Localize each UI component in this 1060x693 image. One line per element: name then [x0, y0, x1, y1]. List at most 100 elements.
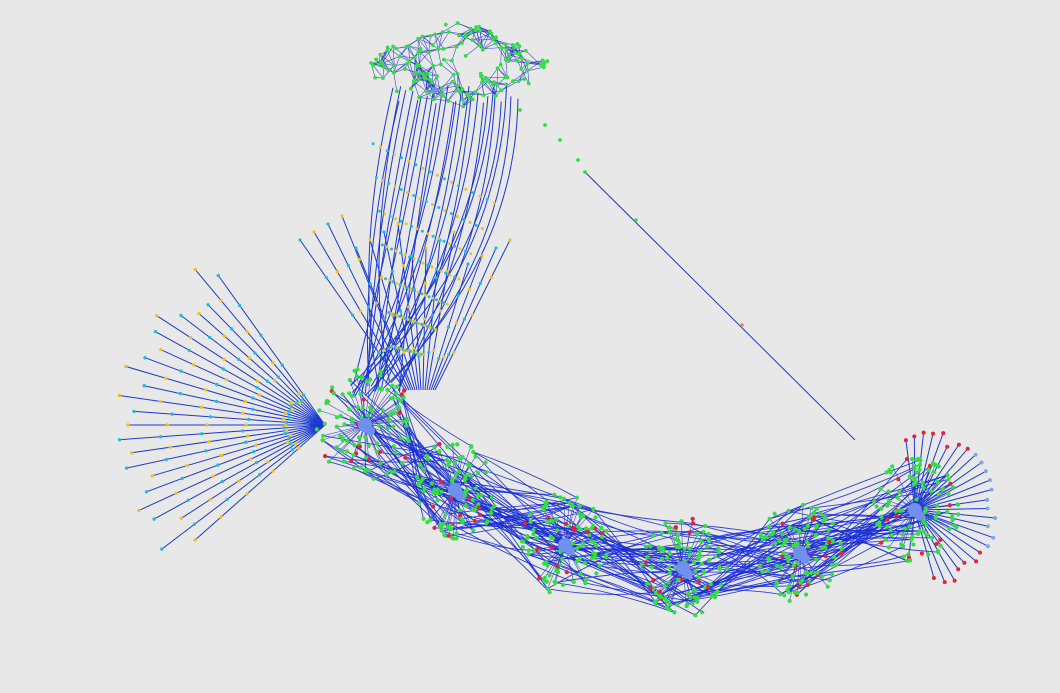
mesh-edge	[419, 65, 431, 80]
left-fan-node	[236, 357, 241, 361]
right-fan-edge	[914, 462, 982, 511]
left-fan-node	[219, 515, 223, 519]
mesh-node	[474, 25, 478, 30]
mesh-edge	[512, 70, 528, 82]
upper-fan-node	[489, 275, 493, 280]
upper-bundle-node	[392, 313, 396, 316]
mesh-node	[415, 63, 420, 68]
mesh-node	[374, 57, 378, 62]
hub-edge	[427, 489, 456, 523]
mesh-edge	[472, 39, 493, 41]
left-fan-node	[287, 415, 291, 419]
cluster-node	[591, 551, 596, 556]
cluster-node	[394, 384, 399, 389]
cluster-node	[895, 495, 900, 500]
bundle-edge	[450, 505, 573, 530]
mesh-edge	[457, 73, 461, 92]
left-fan-node	[241, 411, 245, 415]
bundle-edge	[447, 464, 579, 528]
cluster-node	[771, 529, 776, 535]
mesh-node	[516, 79, 521, 83]
upper-bundle-node	[426, 263, 429, 267]
cluster-node	[531, 532, 536, 537]
mesh-edge	[437, 31, 450, 50]
cluster-node	[526, 552, 531, 557]
mesh-edge	[526, 60, 543, 72]
hub-edge	[328, 424, 366, 462]
upper-bundle-node	[415, 227, 419, 231]
cluster-node	[473, 454, 478, 459]
right-fan-edge	[914, 509, 946, 583]
cluster-node	[394, 391, 399, 396]
mesh-edge	[423, 65, 434, 77]
hub-edge	[799, 517, 826, 554]
cluster-node	[923, 522, 929, 527]
upper-fan-node	[402, 350, 406, 355]
mesh-node	[408, 86, 413, 91]
right-fan-node	[942, 580, 947, 585]
cluster-node	[938, 543, 943, 549]
cluster-node	[471, 528, 476, 533]
cluster-node	[489, 495, 494, 500]
cluster-node	[725, 566, 730, 571]
upper-bundle-node	[431, 296, 435, 300]
cluster-node	[425, 457, 430, 462]
bundle-edge	[792, 560, 908, 578]
cluster-node	[363, 434, 368, 439]
mesh-node	[413, 56, 417, 60]
hub-edge	[453, 489, 456, 539]
mesh-edge	[438, 46, 457, 50]
cluster-node	[414, 474, 419, 479]
mesh-node	[512, 45, 517, 50]
mesh-node	[369, 61, 373, 65]
mesh-node	[519, 56, 524, 60]
cluster-node	[477, 512, 483, 518]
right-fan-node	[945, 444, 950, 449]
cluster-node	[675, 602, 680, 608]
mesh-edge	[413, 81, 427, 92]
mesh-edge	[457, 22, 471, 30]
cluster-node	[708, 582, 714, 587]
upper-bundle-node	[431, 234, 435, 238]
mesh-edge	[399, 46, 407, 57]
mesh-edge	[387, 47, 400, 57]
cluster-node	[921, 529, 927, 534]
cluster-node	[600, 531, 605, 536]
left-fan-node	[259, 333, 263, 337]
hub-edge	[545, 502, 566, 546]
cluster-node	[777, 538, 782, 544]
cluster-node	[889, 533, 894, 538]
left-fan-node	[282, 426, 286, 430]
left-fan-node	[289, 401, 294, 405]
cluster-node	[936, 492, 941, 497]
cluster-node	[594, 571, 599, 576]
upper-fan-node	[382, 317, 387, 321]
mesh-node	[394, 46, 398, 51]
right-fan-edge	[914, 509, 996, 519]
cluster-node	[948, 481, 953, 486]
bundle-edge	[769, 464, 921, 520]
hub-edge	[789, 552, 801, 601]
left-fan-node	[283, 431, 287, 436]
cluster-node	[576, 511, 582, 516]
cluster-node	[894, 509, 899, 514]
upper-bundle-node	[442, 239, 446, 243]
upper-bundle-node	[385, 149, 389, 153]
cluster-node	[786, 558, 791, 564]
left-fan-node	[160, 547, 164, 551]
left-fan-node	[244, 423, 248, 427]
cluster-node	[572, 528, 577, 533]
bundle-edge	[696, 510, 789, 599]
cluster-node	[701, 529, 706, 534]
mesh-edge	[527, 63, 529, 84]
cluster-node	[317, 408, 322, 413]
upper-fan-node	[324, 275, 328, 280]
mesh-node	[411, 79, 416, 84]
mesh-edge	[441, 85, 458, 89]
hub-edge	[645, 546, 684, 569]
left-fan-edge	[126, 424, 326, 469]
left-fan-node	[283, 423, 288, 427]
upper-bundle-node	[434, 298, 438, 302]
bundle-edge	[831, 553, 909, 566]
cluster-node	[706, 531, 711, 537]
